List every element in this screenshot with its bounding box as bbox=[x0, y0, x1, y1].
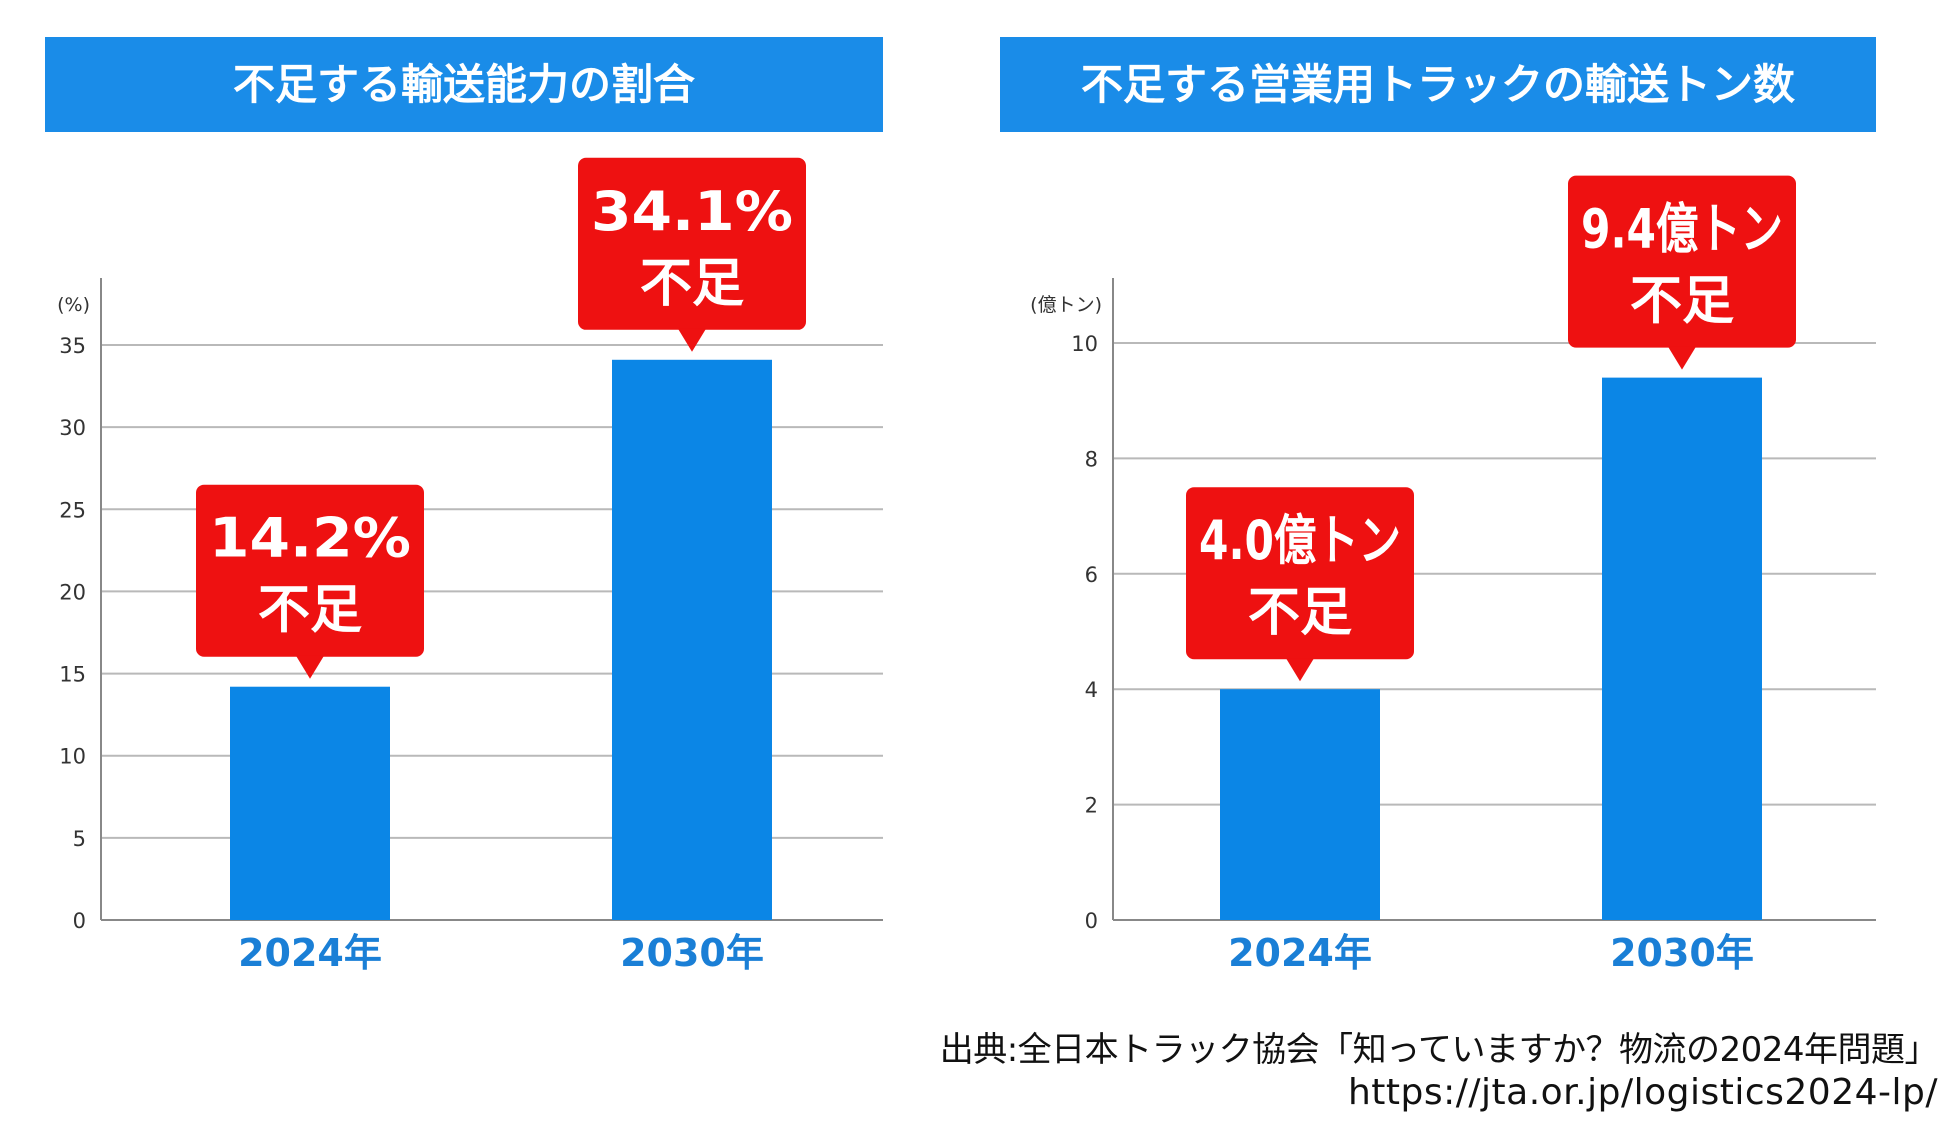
chart1-title-banner bbox=[45, 37, 883, 132]
source-url: https://jta.or.jp/logistics2024-lp/ bbox=[1347, 1072, 1938, 1113]
chart2-unit-label: (億トン) bbox=[1030, 294, 1102, 316]
chart1-callout-2 bbox=[578, 157, 806, 330]
chart1-bar-1 bbox=[230, 686, 390, 920]
chart2-callout-note-1: 不足 bbox=[1248, 583, 1352, 643]
chart1-y-tick-label: 5 bbox=[73, 827, 86, 851]
chart1-y-tick-label: 0 bbox=[73, 909, 86, 933]
chart2-title-banner bbox=[1000, 37, 1876, 132]
chart2-callout-2 bbox=[1568, 175, 1796, 348]
chart1-callout-1 bbox=[196, 484, 424, 657]
chart1-title: 不足する輸送能力の割合 bbox=[233, 60, 695, 109]
chart2-callout-value-1: 4.0億トン bbox=[1199, 509, 1401, 572]
chart2-y-tick-label: 2 bbox=[1085, 794, 1098, 818]
chart2-callout-1 bbox=[1186, 487, 1414, 660]
chart2-bar-1 bbox=[1220, 689, 1380, 920]
chart1-y-tick-label: 35 bbox=[59, 334, 86, 358]
chart2-bar-2 bbox=[1602, 377, 1762, 920]
chart1-callout-value-2: 34.1% bbox=[591, 180, 793, 243]
chart2-callout-pointer-1 bbox=[1286, 658, 1314, 682]
chart1-x-category-label: 2030年 bbox=[620, 931, 764, 975]
chart1-unit-label: (%) bbox=[57, 294, 90, 316]
chart1-callout-note-2: 不足 bbox=[640, 254, 744, 314]
chart2-y-tick-label: 4 bbox=[1085, 678, 1098, 702]
chart2-callout-pointer-2 bbox=[1668, 346, 1696, 370]
chart2-y-tick-label: 6 bbox=[1085, 563, 1098, 587]
chart1-y-tick-label: 20 bbox=[59, 580, 86, 604]
chart1-y-tick-label: 10 bbox=[59, 745, 86, 769]
chart2-y-tick-label: 0 bbox=[1085, 909, 1098, 933]
chart2-x-category-label: 2030年 bbox=[1610, 931, 1754, 975]
chart1-callout-pointer-1 bbox=[296, 655, 324, 679]
chart2-callout-value-2: 9.4億トン bbox=[1581, 198, 1783, 261]
chart1-x-category-label: 2024年 bbox=[238, 931, 382, 975]
chart2-x-category-label: 2024年 bbox=[1228, 931, 1372, 975]
chart2-title: 不足する営業用トラックの輸送トン数 bbox=[1081, 60, 1795, 109]
chart1-bar-2 bbox=[612, 359, 772, 920]
chart2-callout-note-2: 不足 bbox=[1630, 272, 1734, 332]
source-citation: 出典:全日本トラック協会「知っていますか？物流の2024年問題」 bbox=[939, 1030, 1939, 1070]
chart1-callout-pointer-2 bbox=[678, 328, 706, 352]
chart1-y-tick-label: 25 bbox=[59, 498, 86, 522]
chart1-y-tick-label: 15 bbox=[59, 663, 86, 687]
chart1-callout-note-1: 不足 bbox=[258, 581, 362, 641]
chart2-y-tick-label: 10 bbox=[1071, 332, 1098, 356]
chart1-callout-value-1: 14.2% bbox=[209, 507, 411, 570]
chart1-y-tick-label: 30 bbox=[59, 416, 86, 440]
chart2-y-tick-label: 8 bbox=[1085, 447, 1098, 471]
